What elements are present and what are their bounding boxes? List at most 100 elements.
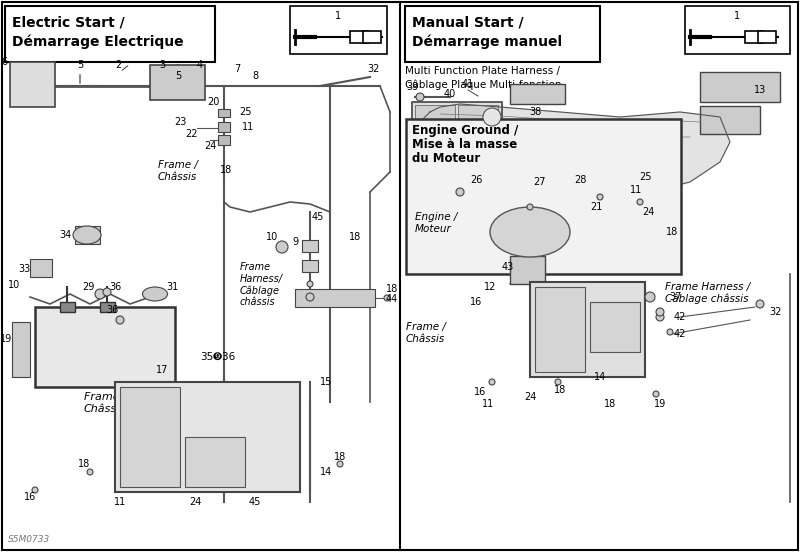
- Text: 36: 36: [109, 282, 121, 292]
- Text: 34: 34: [59, 230, 71, 240]
- Circle shape: [597, 194, 603, 200]
- Ellipse shape: [142, 287, 167, 301]
- Text: 40: 40: [444, 89, 456, 99]
- Text: Frame /
Châssis: Frame / Châssis: [158, 160, 198, 182]
- Bar: [295, 289, 375, 307]
- Text: 10: 10: [266, 232, 278, 242]
- Text: 31: 31: [166, 282, 178, 292]
- Text: 4: 4: [197, 60, 203, 70]
- Bar: [700, 106, 760, 134]
- Text: 14: 14: [320, 467, 332, 477]
- Text: 36: 36: [106, 305, 118, 315]
- Text: 44: 44: [386, 294, 398, 304]
- Text: 18: 18: [386, 284, 398, 294]
- Polygon shape: [410, 104, 730, 197]
- Text: 35➒36: 35➒36: [200, 352, 235, 362]
- Text: 11: 11: [630, 185, 642, 195]
- Text: 45: 45: [249, 497, 261, 507]
- Text: 39: 39: [406, 82, 418, 92]
- Text: Frame /
Châssis: Frame / Châssis: [83, 392, 126, 413]
- Circle shape: [307, 281, 313, 287]
- Circle shape: [555, 379, 561, 385]
- Bar: [10, 62, 55, 107]
- Bar: [218, 135, 230, 145]
- Text: Câblage Plaque Multi-fonction: Câblage Plaque Multi-fonction: [405, 79, 562, 89]
- Text: Electric Start /: Electric Start /: [12, 15, 125, 29]
- Text: Engine Ground /: Engine Ground /: [412, 124, 518, 137]
- Text: 16: 16: [474, 387, 486, 397]
- Ellipse shape: [490, 207, 570, 257]
- Text: 1: 1: [734, 11, 740, 21]
- Text: Manual Start /: Manual Start /: [412, 15, 524, 29]
- Bar: [100, 302, 115, 312]
- Bar: [458, 105, 498, 129]
- Bar: [700, 72, 780, 102]
- Circle shape: [667, 329, 673, 335]
- Text: 19: 19: [0, 334, 12, 344]
- Bar: [5, 6, 215, 62]
- Circle shape: [416, 93, 424, 101]
- Text: 18: 18: [604, 399, 616, 409]
- Bar: [363, 31, 381, 43]
- Text: 33: 33: [18, 264, 30, 274]
- Text: 11: 11: [242, 122, 254, 132]
- Text: Frame /
Châssis: Frame / Châssis: [406, 322, 446, 343]
- Text: 24: 24: [642, 207, 654, 217]
- Text: 41: 41: [462, 79, 474, 89]
- Text: 27: 27: [534, 177, 546, 187]
- Bar: [510, 256, 545, 284]
- Circle shape: [656, 308, 664, 316]
- Bar: [530, 282, 645, 377]
- Circle shape: [637, 199, 643, 205]
- Circle shape: [456, 188, 464, 196]
- Bar: [415, 105, 455, 129]
- Bar: [35, 307, 175, 387]
- Text: 18: 18: [78, 459, 90, 469]
- Text: Frame
Harness/
Câblage
châssis: Frame Harness/ Câblage châssis: [240, 262, 283, 307]
- Text: 7: 7: [234, 64, 240, 74]
- Text: Engine /
Moteur: Engine / Moteur: [415, 212, 458, 233]
- Text: du Moteur: du Moteur: [412, 152, 480, 165]
- Text: 19: 19: [654, 399, 666, 409]
- Text: Frame Harness /
Câblage châssis: Frame Harness / Câblage châssis: [665, 282, 750, 304]
- Text: 32: 32: [769, 307, 781, 317]
- Circle shape: [653, 391, 659, 397]
- Text: 16: 16: [24, 492, 36, 502]
- Text: 18: 18: [554, 385, 566, 395]
- Text: 43: 43: [502, 262, 514, 272]
- Text: 24: 24: [189, 497, 201, 507]
- Circle shape: [276, 241, 288, 253]
- Text: 18: 18: [334, 452, 346, 462]
- Text: 25: 25: [238, 107, 251, 117]
- Text: 10: 10: [8, 280, 20, 290]
- Text: Multi Function Plate Harness /: Multi Function Plate Harness /: [405, 66, 560, 76]
- Circle shape: [656, 313, 664, 321]
- Text: 28: 28: [574, 175, 586, 185]
- Bar: [350, 31, 368, 43]
- Text: 13: 13: [754, 85, 766, 95]
- Circle shape: [489, 379, 495, 385]
- Circle shape: [87, 469, 93, 475]
- Text: 17: 17: [156, 365, 168, 375]
- Text: 15: 15: [320, 377, 332, 387]
- Text: 37: 37: [669, 292, 681, 302]
- Text: 22: 22: [186, 129, 198, 139]
- Text: 2: 2: [115, 60, 122, 70]
- Circle shape: [645, 292, 655, 302]
- Text: 42: 42: [674, 312, 686, 322]
- Bar: [218, 122, 230, 132]
- Text: 23: 23: [174, 117, 186, 127]
- Text: Démarrage Electrique: Démarrage Electrique: [12, 35, 184, 49]
- Text: 45: 45: [312, 212, 324, 222]
- Text: Mise à la masse: Mise à la masse: [412, 138, 518, 151]
- Bar: [745, 31, 763, 43]
- Text: S5M0733: S5M0733: [8, 535, 50, 544]
- Text: 5: 5: [175, 71, 181, 81]
- Text: 21: 21: [590, 202, 602, 212]
- Ellipse shape: [73, 226, 101, 244]
- Circle shape: [527, 204, 533, 210]
- Text: Démarrage manuel: Démarrage manuel: [412, 35, 562, 49]
- Text: 11: 11: [114, 497, 126, 507]
- Bar: [302, 240, 318, 252]
- Circle shape: [483, 108, 501, 126]
